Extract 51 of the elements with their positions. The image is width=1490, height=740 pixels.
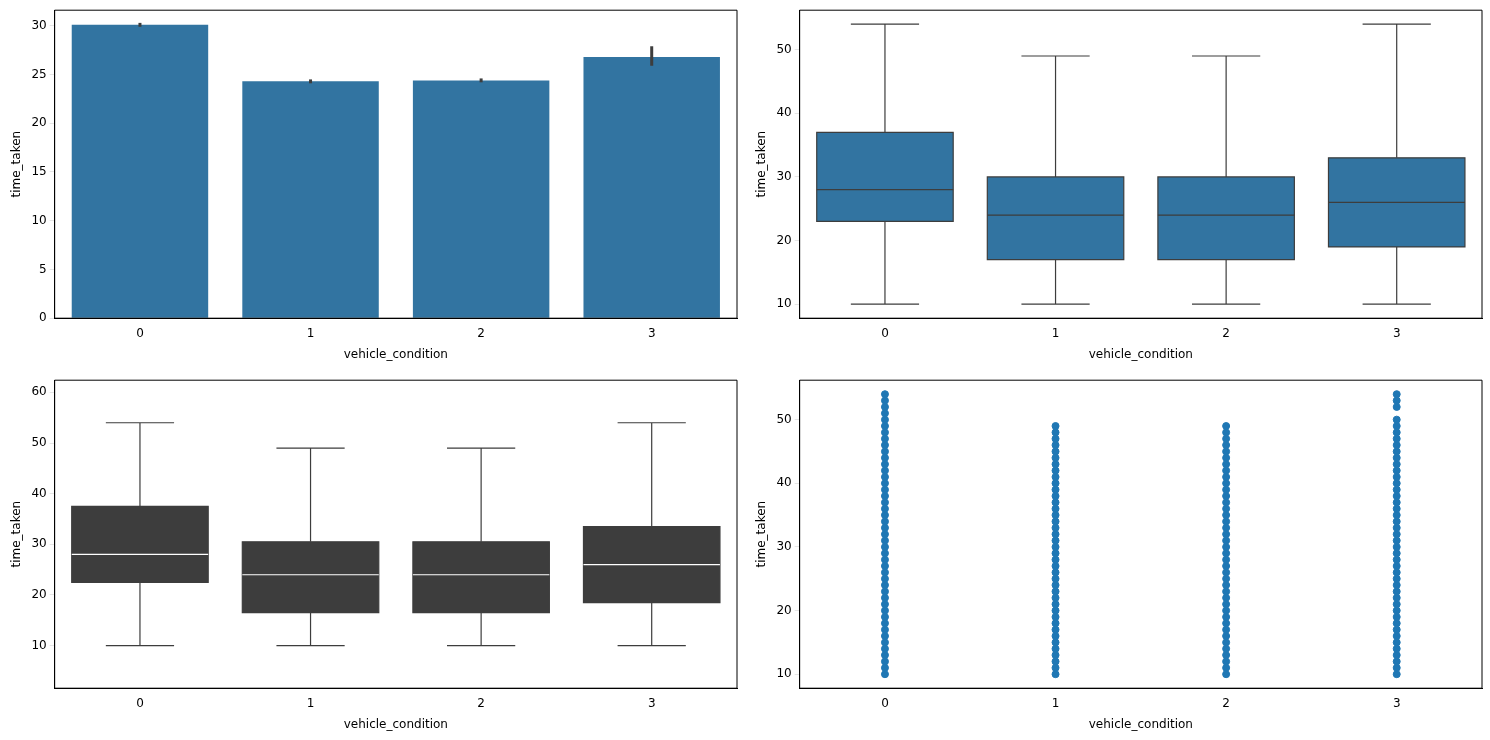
bar — [583, 56, 720, 318]
y-tick-label: 10 — [776, 666, 792, 681]
y-tick-label: 0 — [39, 310, 47, 325]
y-tick-label: 30 — [776, 539, 792, 554]
x-axis-title: vehicle_condition — [1088, 716, 1193, 731]
x-tick-label: 3 — [1392, 325, 1401, 340]
x-tick-label: 1 — [306, 325, 315, 340]
y-tick-label: 40 — [776, 105, 792, 120]
y-tick-label: 50 — [776, 411, 792, 426]
y-tick-label: 60 — [31, 384, 47, 399]
y-axis-title: time_taken — [9, 130, 24, 198]
x-tick-label: 2 — [477, 325, 485, 340]
x-tick-label: 3 — [1392, 695, 1401, 710]
y-tick-label: 10 — [31, 637, 47, 652]
x-tick-label: 3 — [647, 325, 656, 340]
y-axis-title: time_taken — [754, 130, 769, 198]
y-tick-label: 10 — [31, 212, 47, 227]
x-tick-label: 1 — [306, 695, 315, 710]
y-tick-label: 30 — [776, 169, 792, 184]
y-tick-label: 30 — [31, 17, 47, 32]
y-tick-label: 20 — [776, 602, 792, 617]
bar — [242, 81, 379, 318]
x-tick-label: 1 — [1051, 325, 1060, 340]
y-tick-label: 20 — [31, 587, 47, 602]
x-tick-label: 3 — [647, 695, 656, 710]
y-tick-label: 40 — [776, 475, 792, 490]
x-tick-label: 0 — [136, 325, 144, 340]
bar — [71, 24, 209, 318]
x-axis-title: vehicle_condition — [1088, 346, 1193, 361]
y-tick-label: 10 — [776, 296, 792, 311]
x-tick-label: 2 — [1222, 325, 1230, 340]
y-axis-title: time_taken — [754, 500, 769, 568]
y-tick-label: 40 — [31, 485, 47, 500]
y-tick-label: 25 — [31, 66, 47, 81]
y-tick-label: 5 — [39, 261, 47, 276]
y-axis-title: time_taken — [9, 500, 24, 568]
x-tick-label: 1 — [1051, 695, 1060, 710]
y-tick-label: 20 — [776, 232, 792, 247]
y-tick-label: 30 — [31, 536, 47, 551]
y-tick-label: 15 — [31, 164, 47, 179]
x-axis-title: vehicle_condition — [343, 346, 448, 361]
x-tick-label: 0 — [881, 695, 889, 710]
x-tick-label: 0 — [136, 695, 144, 710]
x-tick-label: 0 — [881, 325, 889, 340]
y-tick-label: 50 — [776, 41, 792, 56]
y-tick-label: 50 — [31, 435, 47, 450]
y-tick-label: 20 — [31, 115, 47, 130]
bar — [412, 80, 550, 318]
x-tick-label: 2 — [1222, 695, 1230, 710]
x-tick-label: 2 — [477, 695, 485, 710]
x-axis-title: vehicle_condition — [343, 716, 448, 731]
